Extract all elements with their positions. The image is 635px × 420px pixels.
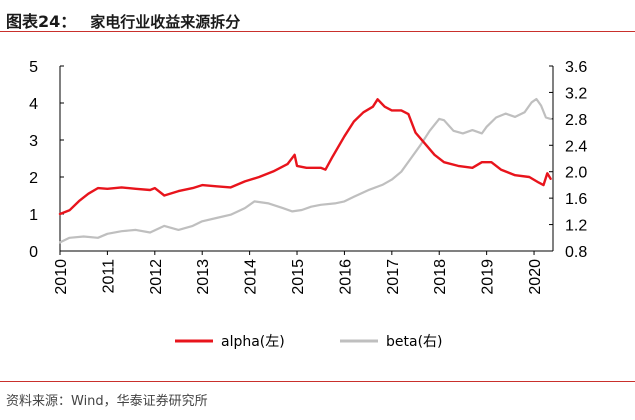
- right-tick-label: 0.8: [565, 244, 587, 261]
- left-tick-label: 3: [29, 133, 38, 150]
- legend-beta-label: beta(右): [386, 334, 443, 350]
- source-divider: [0, 381, 635, 382]
- x-tick-label: 2020: [527, 259, 544, 295]
- left-tick-label: 0: [29, 244, 38, 261]
- alpha-series-line: [58, 98, 552, 216]
- figure-label: 图表24：: [6, 12, 77, 31]
- legend-alpha-label: alpha(左): [221, 334, 285, 350]
- beta-series-line: [58, 97, 552, 244]
- x-tick-label: 2013: [195, 259, 212, 295]
- figure-title-row: 图表24： 家电行业收益来源拆分: [6, 8, 241, 31]
- figure-title: 家电行业收益来源拆分: [90, 13, 241, 31]
- x-tick-label: 2017: [385, 259, 402, 295]
- x-tick-label: 2016: [337, 259, 354, 295]
- title-divider: [0, 31, 635, 32]
- x-tick-label: 2018: [432, 259, 449, 295]
- right-axis-ticks: 0.8 1.2 1.6 2.0 2.4 2.8 3.2 3.6: [549, 59, 587, 261]
- right-tick-label: 2.4: [565, 138, 587, 155]
- right-tick-label: 3.6: [565, 59, 587, 76]
- left-tick-label: 4: [29, 96, 38, 113]
- x-tick-label: 2011: [100, 259, 117, 294]
- legend: alpha(左) beta(右): [175, 334, 443, 350]
- x-tick-label: 2015: [290, 259, 307, 295]
- plot-frame: [59, 66, 554, 252]
- left-tick-label: 1: [29, 207, 38, 224]
- right-tick-label: 3.2: [565, 85, 587, 102]
- right-tick-label: 1.2: [565, 218, 587, 235]
- series-layer: [58, 97, 552, 244]
- x-tick-label: 2014: [243, 259, 260, 295]
- right-tick-label: 2.0: [565, 165, 587, 182]
- right-tick-label: 2.8: [565, 112, 587, 129]
- source-note: 资料来源：Wind，华泰证券研究所: [6, 394, 208, 409]
- x-tick-label: 2012: [148, 259, 165, 295]
- x-axis-ticks: 2010 2011 2012 2013 2014 2015 2016 2017 2018 2019…: [53, 251, 544, 295]
- right-tick-label: 1.6: [565, 191, 587, 208]
- left-axis-ticks: 0 1 2 3 4 5: [29, 59, 64, 261]
- x-tick-label: 2019: [480, 259, 497, 295]
- left-tick-label: 5: [29, 59, 38, 76]
- x-tick-label: 2010: [53, 259, 70, 295]
- left-tick-label: 2: [29, 170, 38, 187]
